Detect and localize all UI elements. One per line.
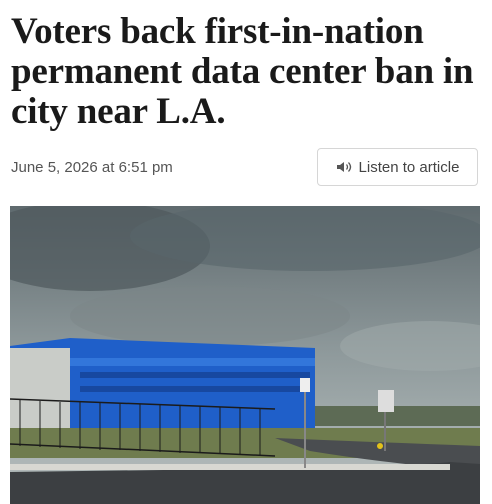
speaker-icon [336, 162, 351, 172]
listen-button[interactable]: Listen to article [317, 148, 478, 186]
article-photo [10, 206, 480, 504]
listen-label: Listen to article [358, 158, 460, 176]
headline: Voters back first-in-nation permanent da… [11, 11, 474, 132]
publish-date: June 5, 2026 at 6:51 pm [11, 159, 173, 176]
